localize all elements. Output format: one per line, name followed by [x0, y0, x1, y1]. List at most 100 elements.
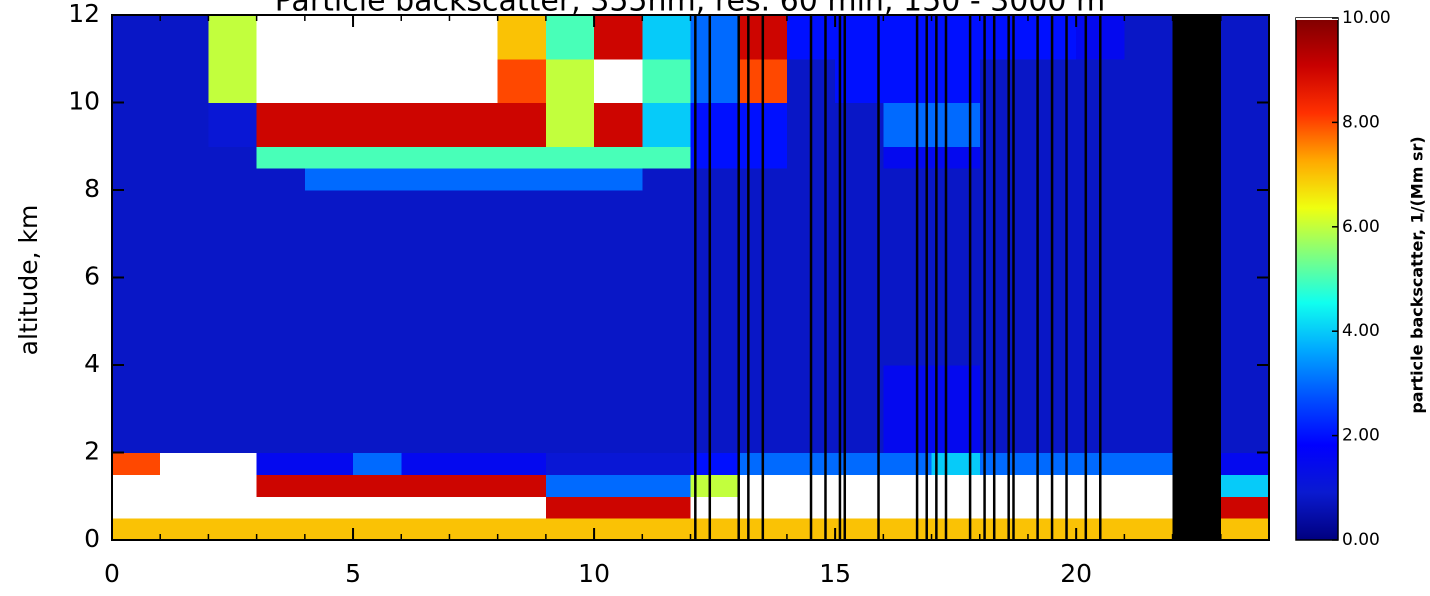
heatmap-cell — [449, 15, 499, 60]
heatmap-cell — [979, 102, 1029, 147]
heatmap-cell — [1220, 190, 1270, 278]
heatmap-cell — [449, 168, 499, 191]
x-tick-label: 15 — [819, 559, 851, 588]
heatmap-cell — [979, 168, 1029, 191]
heatmap-cell — [112, 190, 161, 278]
heatmap-cell — [594, 190, 643, 278]
heatmap-cell — [449, 496, 499, 519]
x-tick-label: 0 — [104, 559, 120, 588]
heatmap-cell — [160, 518, 209, 541]
y-tick-label: 10 — [68, 87, 100, 116]
heatmap-cell — [160, 190, 209, 278]
x-tick-label: 20 — [1060, 559, 1092, 588]
heatmap-cell — [112, 365, 161, 453]
heatmap-cell — [112, 277, 161, 366]
heatmap-cell — [112, 168, 161, 191]
heatmap-cell — [883, 496, 933, 519]
heatmap-cell — [545, 190, 595, 278]
colorbar-tick-label: 2.00 — [1342, 426, 1380, 446]
heatmap-cell — [256, 146, 306, 169]
heatmap-cell — [883, 146, 933, 169]
heatmap-cell — [1124, 15, 1174, 60]
heatmap-cell — [353, 146, 402, 169]
heatmap-cell — [1220, 474, 1270, 497]
heatmap-cell — [1124, 277, 1174, 366]
heatmap-cell — [304, 190, 354, 278]
heatmap-cell — [208, 102, 258, 147]
heatmap-cell — [160, 277, 209, 366]
heatmap-cell — [690, 102, 740, 147]
colorbar-tick-label: 0.00 — [1342, 530, 1380, 550]
heatmap-cell — [545, 474, 595, 497]
y-tick-label: 2 — [84, 437, 100, 466]
heatmap-cell — [497, 146, 547, 169]
heatmap-cell — [160, 474, 209, 497]
heatmap-cell — [835, 190, 884, 278]
heatmap-cell — [835, 452, 884, 475]
heatmap-cell — [256, 496, 306, 519]
missing-cell — [1172, 102, 1222, 147]
heatmap-cell — [401, 15, 450, 60]
heatmap-cell — [1220, 277, 1270, 366]
heatmap-cell — [545, 15, 595, 60]
heatmap-cell — [642, 146, 691, 169]
heatmap-cell — [208, 365, 258, 453]
heatmap-cell — [208, 168, 258, 191]
missing-cell — [1172, 190, 1222, 278]
heatmap-cell — [883, 452, 933, 475]
heatmap-cell — [497, 190, 547, 278]
heatmap-cell — [1124, 452, 1174, 475]
heatmap-cell — [401, 58, 450, 103]
heatmap-cell — [690, 15, 740, 60]
heatmap-cell — [304, 146, 354, 169]
heatmap-cell — [690, 452, 740, 475]
heatmap-cell — [401, 168, 450, 191]
heatmap-cell — [353, 15, 402, 60]
heatmap-cell — [545, 518, 595, 541]
y-tick-label: 8 — [84, 174, 100, 203]
heatmap-cell — [545, 168, 595, 191]
heatmap-cell — [304, 452, 354, 475]
heatmap-cell — [545, 102, 595, 147]
heatmap-cell — [449, 102, 499, 147]
heatmap-cell — [545, 452, 595, 475]
heatmap-cell — [979, 190, 1029, 278]
heatmap-cell — [449, 190, 499, 278]
heatmap-cell — [545, 146, 595, 169]
heatmap-cell — [545, 496, 595, 519]
heatmap-cell — [256, 277, 306, 366]
heatmap-cell — [594, 518, 643, 541]
heatmap-cell — [256, 365, 306, 453]
missing-cell — [1172, 168, 1222, 191]
heatmap-cell — [497, 58, 547, 103]
heatmap-cell — [449, 518, 499, 541]
heatmap-cell — [497, 102, 547, 147]
heatmap-cell — [690, 168, 740, 191]
heatmap-cell — [1220, 168, 1270, 191]
heatmap-cell — [883, 518, 933, 541]
heatmap-cell — [208, 496, 258, 519]
heatmap-cell — [931, 58, 981, 103]
heatmap-cell — [594, 452, 643, 475]
heatmap-cell — [160, 452, 209, 475]
heatmap-cell — [1124, 102, 1174, 147]
heatmap-cell — [883, 102, 933, 147]
heatmap-cell — [931, 15, 981, 60]
heatmap-cell — [256, 168, 306, 191]
heatmap-cell — [883, 277, 933, 366]
heatmap-cell — [883, 190, 933, 278]
heatmap-cell — [690, 474, 740, 497]
heatmap-cell — [835, 365, 884, 453]
heatmap-cell — [1124, 190, 1174, 278]
heatmap-cell — [256, 58, 306, 103]
heatmap-cell — [690, 277, 740, 366]
heatmap-cell — [449, 277, 499, 366]
heatmap-cell — [979, 518, 1029, 541]
heatmap-cell — [979, 277, 1029, 366]
colorbar-label: particle backscatter, 1/(Mm sr) — [1408, 136, 1427, 413]
heatmap-cell — [690, 518, 740, 541]
heatmap-cell — [160, 365, 209, 453]
heatmap-cell — [208, 474, 258, 497]
missing-cell — [1172, 496, 1222, 519]
